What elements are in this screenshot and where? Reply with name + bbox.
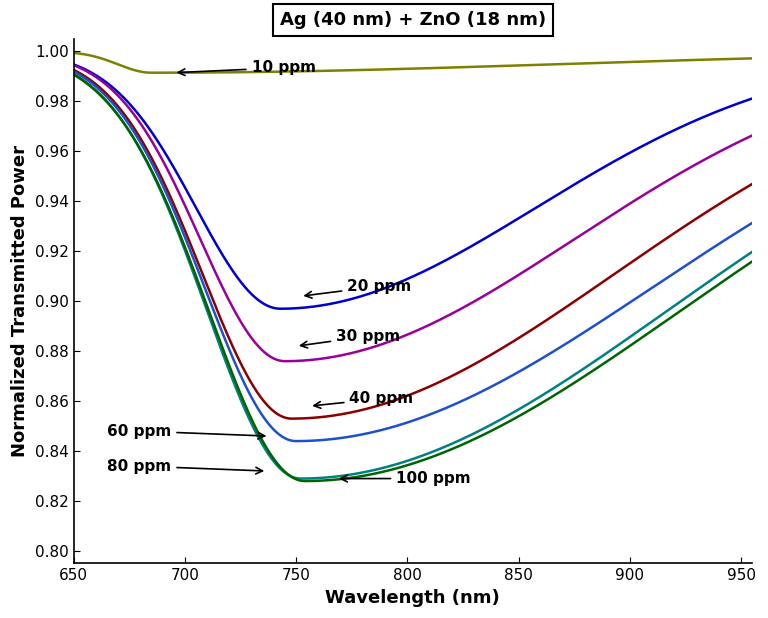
Text: 40 ppm: 40 ppm (314, 391, 413, 408)
Y-axis label: Normalized Transmitted Power: Normalized Transmitted Power (11, 145, 29, 457)
Text: 60 ppm: 60 ppm (108, 423, 265, 439)
Text: 80 ppm: 80 ppm (108, 459, 263, 474)
Text: 10 ppm: 10 ppm (178, 60, 316, 75)
Text: 30 ppm: 30 ppm (300, 329, 400, 348)
Text: 100 ppm: 100 ppm (341, 471, 471, 486)
X-axis label: Wavelength (nm): Wavelength (nm) (326, 589, 500, 607)
Text: 20 ppm: 20 ppm (305, 279, 412, 298)
Title: Ag (40 nm) + ZnO (18 nm): Ag (40 nm) + ZnO (18 nm) (280, 11, 546, 29)
